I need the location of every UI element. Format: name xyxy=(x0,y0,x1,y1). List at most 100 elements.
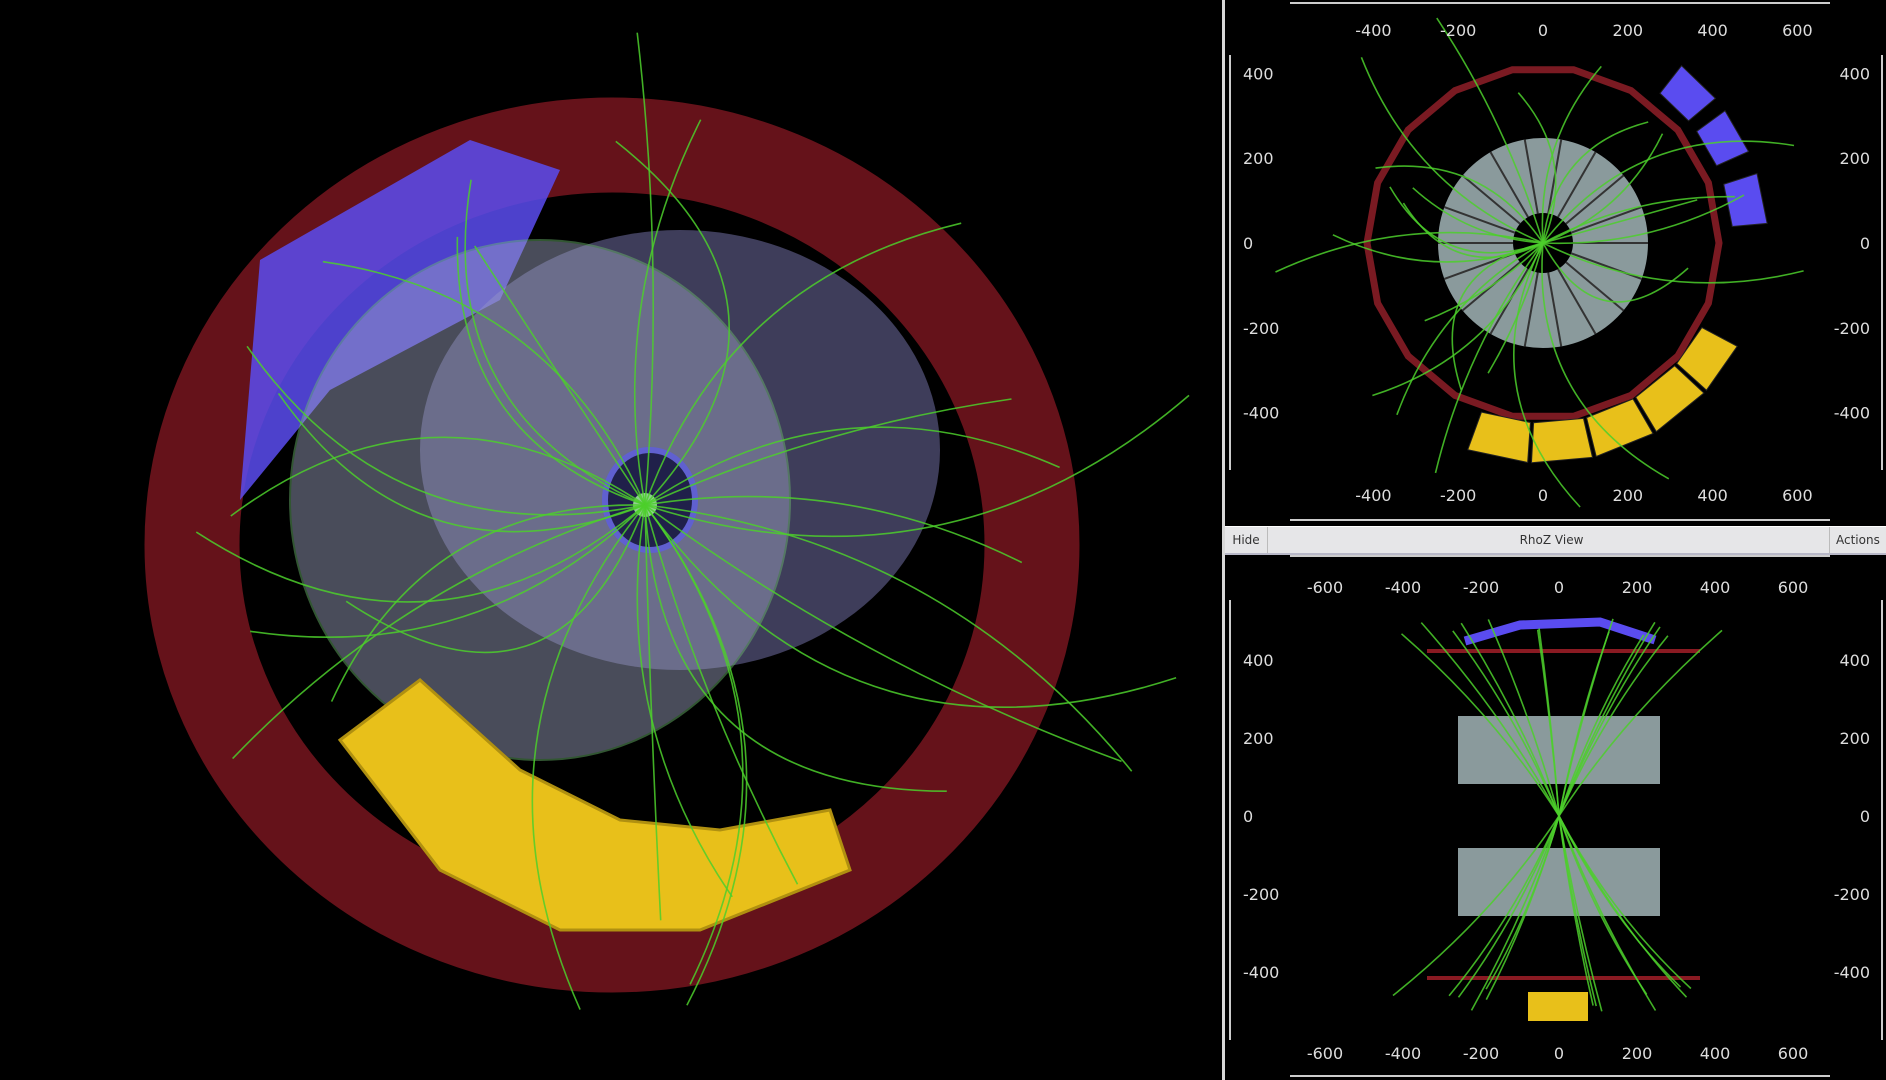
y-tick-label: -400 xyxy=(1834,404,1870,423)
track xyxy=(531,504,646,1010)
track xyxy=(1542,133,1664,244)
track xyxy=(1558,815,1688,998)
rhoz-axes: -600 -600 -400 -400 -200 -200 0 0 200 200 400 400 60… xyxy=(1229,555,1883,1077)
muon-chambers-rhoz xyxy=(1463,617,1657,646)
x-tick-label: 400 xyxy=(1700,578,1731,597)
x-tick-label: 200 xyxy=(1613,486,1644,505)
track xyxy=(232,504,646,760)
calorimeter-ring xyxy=(144,97,1080,993)
x-tick-label: 0 xyxy=(1554,1044,1564,1063)
track xyxy=(615,140,730,506)
y-tick-label: -200 xyxy=(1834,319,1870,338)
y-tick-label: -400 xyxy=(1243,963,1279,982)
track xyxy=(1487,619,1560,817)
xy-axes: -400 -400 -200 -200 0 0 200 200 400 400 600 600 400 4… xyxy=(1229,2,1883,521)
track xyxy=(1558,621,1656,817)
track xyxy=(1457,815,1560,998)
track xyxy=(1275,231,1544,273)
tracks-xy xyxy=(1275,17,1804,508)
track xyxy=(633,119,702,506)
track xyxy=(1542,242,1804,284)
tracker-segment-line xyxy=(1523,272,1539,347)
y-tick-label: 0 xyxy=(1243,234,1253,253)
calorimeter-ring-xy xyxy=(1363,66,1723,420)
track xyxy=(1389,186,1544,254)
track xyxy=(246,345,646,516)
track xyxy=(1420,622,1560,817)
x-tick-label: 200 xyxy=(1622,578,1653,597)
view-divider[interactable] xyxy=(1222,0,1225,1080)
track xyxy=(1460,622,1560,817)
muon-chamber-xy xyxy=(1659,64,1717,122)
track xyxy=(636,504,733,898)
main-3d-view[interactable] xyxy=(0,0,1222,1080)
track xyxy=(1542,199,1698,244)
tracker-cylinder-back xyxy=(420,230,940,670)
tracker-segment-line xyxy=(1443,206,1516,234)
actions-button[interactable]: Actions xyxy=(1829,527,1886,553)
track xyxy=(1542,140,1795,244)
track xyxy=(1448,815,1560,997)
track xyxy=(1424,242,1544,322)
track xyxy=(1470,815,1560,1011)
track xyxy=(1513,242,1581,508)
track xyxy=(1536,629,1560,817)
track xyxy=(1558,631,1610,817)
x-tick-label: -200 xyxy=(1463,578,1499,597)
tracker-segment-line xyxy=(1557,268,1597,335)
tracker-segment-line xyxy=(1523,139,1539,214)
track xyxy=(250,504,646,639)
y-tick-label: -400 xyxy=(1834,963,1870,982)
x-tick-label: 200 xyxy=(1622,1044,1653,1063)
track xyxy=(1375,165,1544,244)
track xyxy=(330,504,646,702)
yellow-module-xy xyxy=(1530,417,1594,464)
y-tick-label: 400 xyxy=(1839,64,1870,83)
track xyxy=(1541,242,1670,480)
x-tick-label: -200 xyxy=(1440,486,1476,505)
rhoz-view[interactable]: -600 -600 -400 -400 -200 -200 0 0 200 200 400 400 60… xyxy=(1225,552,1886,1080)
track xyxy=(1542,242,1689,303)
track xyxy=(1542,195,1735,244)
track xyxy=(644,222,962,506)
tracker-top-rhoz xyxy=(1458,716,1660,784)
track xyxy=(644,504,799,885)
tracker-segment-line xyxy=(1489,151,1529,218)
track xyxy=(1436,17,1544,244)
y-tick-label: 200 xyxy=(1839,149,1870,168)
track xyxy=(277,392,646,533)
yellow-module-xy xyxy=(1585,398,1654,458)
x-tick-label: 600 xyxy=(1782,21,1813,40)
y-tick-label: -400 xyxy=(1243,404,1279,423)
track xyxy=(464,179,646,506)
y-tick-label: -200 xyxy=(1243,319,1279,338)
muon-chamber-xy xyxy=(1696,110,1750,167)
track xyxy=(644,504,1122,763)
x-tick-label: 400 xyxy=(1697,21,1728,40)
xy-view[interactable]: -400 -400 -200 -200 0 0 200 200 400 400 600 600 400 4… xyxy=(1225,0,1886,526)
track xyxy=(1452,630,1560,817)
x-tick-label: -400 xyxy=(1385,1044,1421,1063)
x-tick-label: 600 xyxy=(1778,1044,1809,1063)
hide-button[interactable]: Hide xyxy=(1225,527,1268,553)
track xyxy=(644,504,1133,772)
x-tick-label: 600 xyxy=(1778,578,1809,597)
track xyxy=(1372,242,1544,397)
x-tick-label: -600 xyxy=(1307,578,1343,597)
yellow-module-xy xyxy=(1467,411,1531,464)
track xyxy=(1558,634,1645,817)
track xyxy=(636,32,655,506)
x-tick-label: 200 xyxy=(1613,21,1644,40)
x-tick-label: 400 xyxy=(1697,486,1728,505)
track xyxy=(456,236,646,506)
y-tick-label: 200 xyxy=(1243,729,1274,748)
track xyxy=(1487,242,1544,374)
tracker-segment-line xyxy=(1565,174,1625,225)
x-tick-label: -400 xyxy=(1355,21,1391,40)
y-tick-label: 0 xyxy=(1243,807,1253,826)
tracker-cylinder-front xyxy=(289,239,791,761)
track xyxy=(644,504,748,1006)
x-tick-label: 400 xyxy=(1700,1044,1731,1063)
track xyxy=(1412,187,1544,244)
